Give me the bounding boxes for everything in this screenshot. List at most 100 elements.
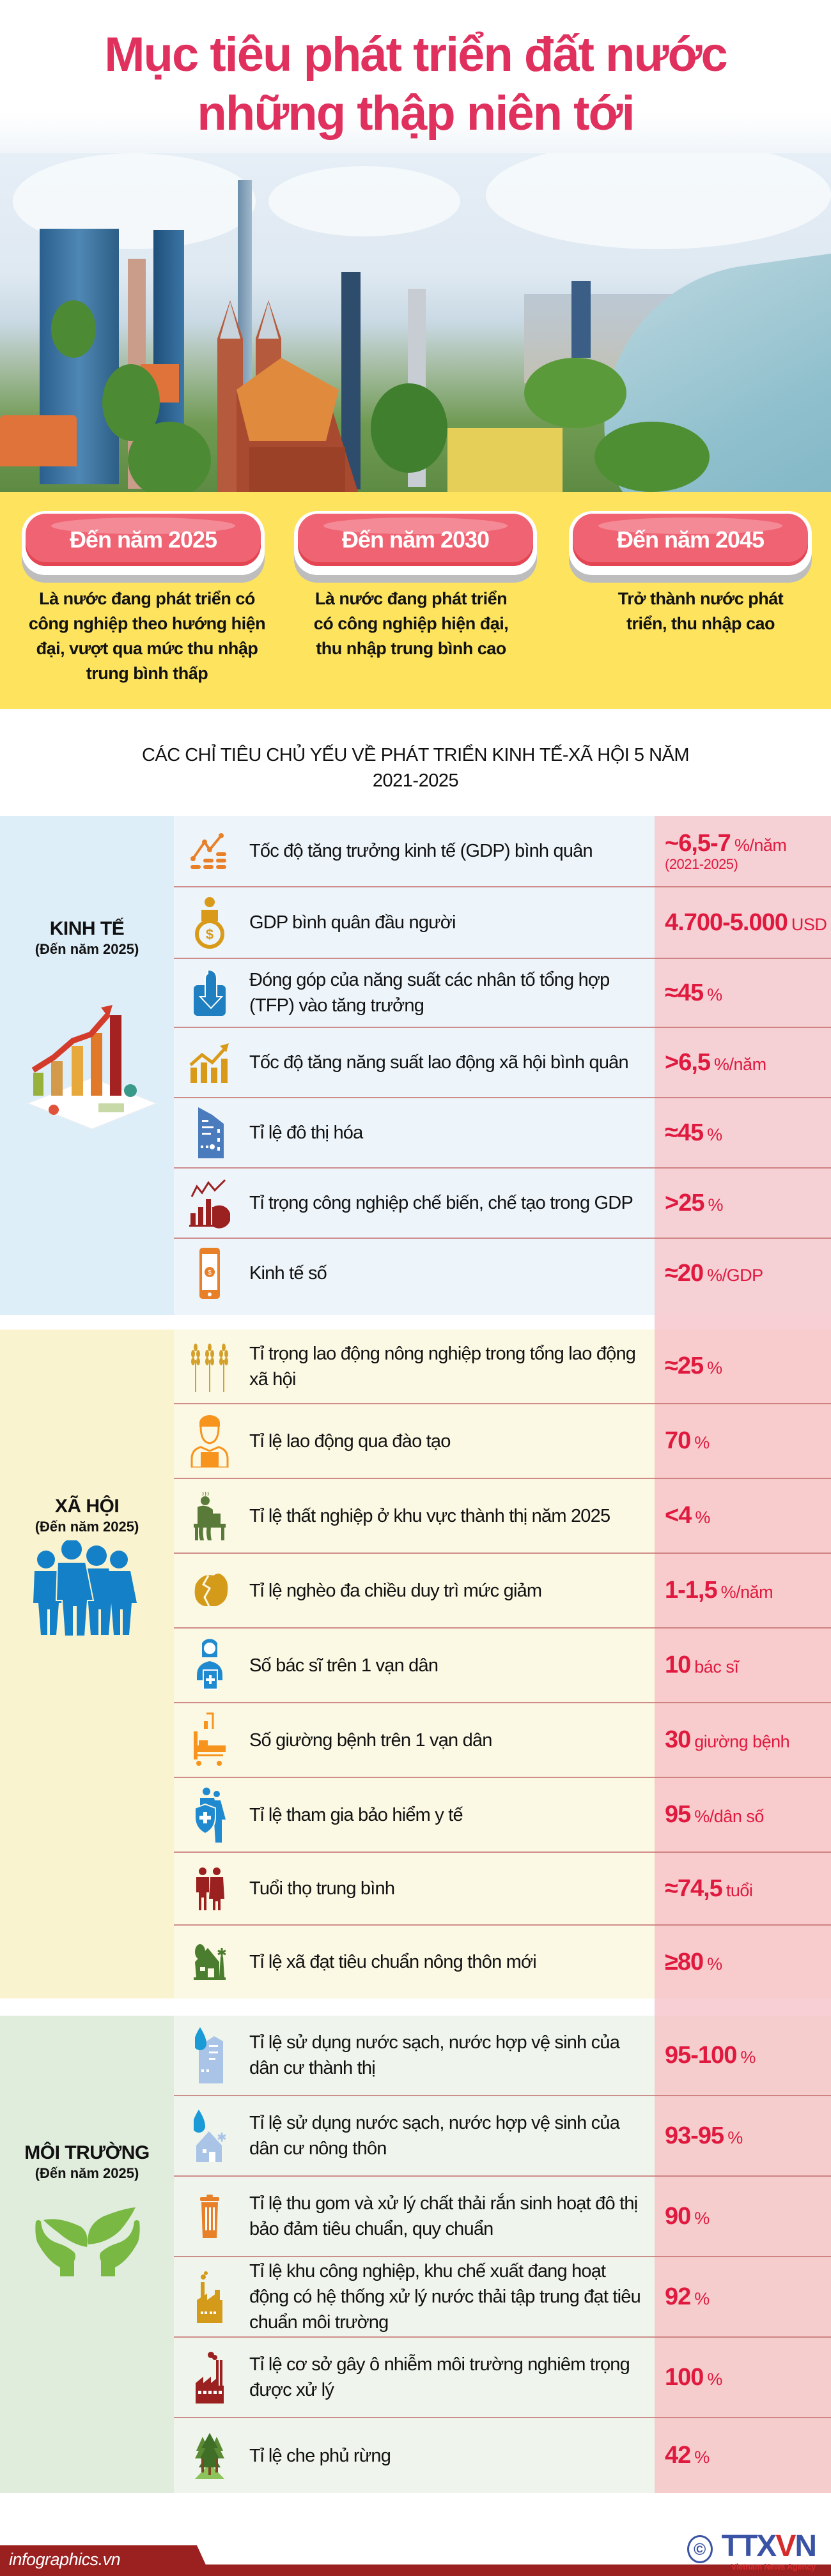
cathedral-illustration: [217, 300, 358, 492]
industry-chart-icon: [184, 1177, 235, 1229]
table-row: Tỉ lệ đô thị hóa ≈45%: [174, 1098, 831, 1167]
indicator-value: ≈45%: [665, 1119, 831, 1147]
unemployed-person-icon: [184, 1491, 235, 1542]
indicator-value: >25%: [665, 1190, 831, 1217]
value-number: 30: [665, 1726, 691, 1753]
indicator-label: Tốc độ tăng trưởng kinh tế (GDP) bình qu…: [249, 841, 593, 861]
row-divider: [174, 1851, 831, 1853]
value-column-gap: [655, 1315, 831, 1330]
value-number: ≈25: [665, 1353, 704, 1379]
factory-icon: [184, 2271, 235, 2323]
value-number: ≈45: [665, 979, 704, 1006]
indicator-value: ≈25%: [665, 1353, 831, 1380]
value-number: 90: [665, 2202, 691, 2230]
forest-icon: [184, 2430, 235, 2481]
logo-tagline: Vietnam News Agency: [731, 2562, 816, 2572]
urban-water-icon: [184, 2027, 235, 2083]
table-row: Tốc độ tăng năng suất lao động xã hội bì…: [174, 1028, 831, 1097]
milestone-pill-2030: Đến năm 2030: [294, 511, 537, 575]
indicator-value: 70%: [665, 1427, 831, 1455]
value-number: ≈45: [665, 1119, 704, 1146]
value-unit: bác sĩ: [694, 1657, 739, 1676]
value-unit: %/năm: [720, 1583, 773, 1602]
ttxvn-logo: © TTXVN Vietnam News Agency: [687, 2531, 817, 2572]
value-unit: %/năm: [734, 835, 787, 855]
indicator-label: Tỉ trọng lao động nông nghiệp trong tổng…: [249, 1343, 636, 1390]
indicator-value: 10 bác sĩ: [665, 1652, 831, 1679]
heading-line-2: 2021-2025: [372, 770, 459, 791]
cloud: [486, 153, 831, 249]
indicator-label: Tỉ lệ cơ sở gây ô nhiễm môi trường nghiê…: [249, 2354, 630, 2400]
section-subtitle: (Đến năm 2025): [35, 1519, 139, 1535]
table-row: Tỉ trọng lao động nông nghiệp trong tổng…: [174, 1330, 831, 1403]
growth-chart-icon: [184, 825, 235, 877]
section-name: MÔI TRƯỜNG: [24, 2142, 150, 2163]
table-row: Tỉ lệ tham gia bảo hiểm y tế 95 %/dân số: [174, 1778, 831, 1851]
heading-line-1: CÁC CHỈ TIÊU CHỦ YẾU VỀ PHÁT TRIỂN KINH …: [141, 745, 690, 765]
value-number: 10: [665, 1652, 691, 1678]
value-note: (2021-2025): [665, 855, 738, 872]
indicator-label: Tỉ lệ che phủ rừng: [249, 2445, 391, 2466]
value-unit: %: [727, 2128, 743, 2147]
indicator-value: 95 %/dân số: [665, 1801, 831, 1828]
value-unit: %/GDP: [707, 1265, 763, 1285]
society-values-bg: [655, 1330, 831, 1998]
indicator-value: ≈45%: [665, 979, 831, 1007]
table-row: $ Kinh tế số ≈20 %/GDP: [174, 1239, 831, 1308]
milestone-label: Đến năm 2030: [341, 526, 490, 553]
copyright-icon: ©: [687, 2535, 713, 2563]
value-unit: %/dân số: [694, 1807, 764, 1826]
table-row: Tuổi thọ trung bình ≈74,5 tuổi: [174, 1853, 831, 1924]
yellow-building: [447, 428, 563, 492]
indicators-heading: CÁC CHỈ TIÊU CHỦ YẾU VỀ PHÁT TRIỂN KINH …: [0, 709, 831, 816]
site-link[interactable]: infographics.vn: [9, 2550, 121, 2569]
value-number: 95: [665, 1801, 691, 1828]
value-number: ~6,5-7: [665, 829, 731, 857]
table-row: Tỉ lệ sử dụng nước sạch, nước hợp vệ sin…: [174, 2096, 831, 2175]
indicator-label: Số giường bệnh trên 1 vạn dân: [249, 1729, 492, 1751]
indicator-label: Tốc độ tăng năng suất lao động xã hội bì…: [249, 1052, 629, 1073]
health-insurance-icon: [184, 1787, 235, 1843]
table-row: Tỉ trọng công nghiệp chế biến, chế tạo t…: [174, 1169, 831, 1238]
table-row: Tỉ lệ xã đạt tiêu chuẩn nông thôn mới ≥8…: [174, 1926, 831, 1998]
table-row: Tỉ lệ cơ sở gây ô nhiễm môi trường nghiê…: [174, 2338, 831, 2417]
indicator-label: Tỉ lệ xã đạt tiêu chuẩn nông thôn mới: [249, 1952, 537, 1972]
logo-ttx: TTX: [721, 2529, 777, 2563]
table-row: Đóng góp của năng suất các nhân tố tổng …: [174, 959, 831, 1027]
society-rows-bg: [174, 1330, 655, 1998]
section-subtitle: (Đến năm 2025): [35, 2165, 139, 2181]
society-side-panel: [0, 1330, 174, 1998]
hospital-bed-icon: [184, 1712, 235, 1766]
infographic-header: Mục tiêu phát triển đất nước những thập …: [0, 0, 831, 160]
row-divider: [174, 2336, 831, 2338]
economy-side-panel: [0, 816, 174, 1315]
value-unit: %: [707, 2369, 722, 2389]
logo-wordmark: TTXVN: [722, 2531, 817, 2562]
society-section-title: XÃ HỘI (Đến năm 2025): [0, 1496, 174, 1535]
indicator-value: 93-95%: [665, 2122, 831, 2150]
indicator-value: 30 giường bệnh: [665, 1726, 831, 1754]
section-economy: KINH TẾ (Đến năm 2025) Tốc độ tăng trưởn…: [0, 816, 831, 1315]
value-number: 92: [665, 2283, 691, 2310]
elderly-couple-icon: [184, 1863, 235, 1914]
indicator-label: Tỉ trọng công nghiệp chế biến, chế tạo t…: [249, 1193, 633, 1213]
row-divider: [174, 958, 831, 959]
indicator-label: Tỉ lệ khu công nghiệp, khu chế xuất đang…: [249, 2261, 641, 2333]
value-unit: %: [707, 1358, 722, 1377]
milestone-label: Đến năm 2025: [69, 526, 217, 553]
value-number: 1-1,5: [665, 1577, 718, 1604]
indicator-value: ~6,5-7 %/năm (2021-2025): [665, 830, 831, 873]
table-row: Tỉ lệ nghèo đa chiều duy trì mức giảm 1-…: [174, 1554, 831, 1627]
value-unit: %: [707, 1954, 722, 1974]
tree: [51, 300, 96, 358]
milestone-description: Là nước đang phát triển có công nghiệp t…: [28, 589, 266, 683]
row-divider: [174, 1027, 831, 1028]
broken-piggy-icon: [184, 1565, 235, 1616]
table-row: Tỉ lệ sử dụng nước sạch, nước hợp vệ sin…: [174, 2016, 831, 2095]
indicator-value: 95-100%: [665, 2042, 831, 2069]
row-divider: [174, 1552, 831, 1554]
indicator-label: Tỉ lệ sử dụng nước sạch, nước hợp vệ sin…: [249, 2032, 620, 2078]
logo-v: V: [775, 2529, 796, 2563]
value-unit: %: [707, 1124, 722, 1144]
indicator-value: 4.700-5.000 USD: [665, 909, 831, 937]
